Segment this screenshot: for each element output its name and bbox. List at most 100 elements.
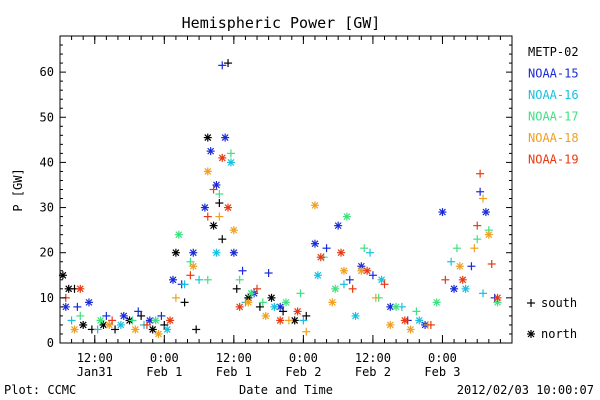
data-point-north: [450, 284, 459, 293]
data-point-south: [380, 280, 389, 289]
data-point-north: [64, 284, 73, 293]
data-point-north: [105, 320, 114, 329]
data-point-south: [345, 275, 354, 284]
legend-entry: NOAA-16: [528, 88, 579, 102]
legend-entry: NOAA-17: [528, 110, 579, 124]
data-point-north: [203, 167, 212, 176]
data-point-south: [137, 311, 146, 320]
y-tick-label: 10: [40, 291, 54, 305]
x-tick-label-date: Feb 2: [285, 365, 321, 379]
data-point-north: [226, 158, 235, 167]
data-point-south: [203, 212, 212, 221]
data-point-north: [270, 302, 279, 311]
data-point-south: [360, 244, 369, 253]
data-point-north: [154, 329, 163, 338]
data-point-north: [276, 302, 285, 311]
data-point-north: [455, 262, 464, 271]
data-point-north: [337, 248, 346, 257]
data-point-north: [484, 230, 493, 239]
data-point-north: [438, 208, 447, 217]
data-point-south: [215, 212, 224, 221]
data-point-north: [328, 298, 337, 307]
data-point-north: [339, 266, 348, 275]
data-point-north: [276, 316, 285, 325]
x-tick-label-date: Jan31: [77, 365, 113, 379]
data-point-north: [458, 275, 467, 284]
data-point-south: [111, 325, 120, 334]
data-point-south: [371, 293, 380, 302]
data-point-north: [171, 248, 180, 257]
marker-legend-label: south: [541, 296, 577, 310]
data-point-north: [392, 302, 401, 311]
data-point-north: [58, 271, 67, 280]
data-point-south: [473, 221, 482, 230]
data-point-north: [342, 212, 351, 221]
legend-entry: NOAA-18: [528, 131, 579, 145]
y-tick-label: 0: [47, 336, 54, 350]
data-point-north: [316, 253, 325, 262]
data-point-south: [348, 284, 357, 293]
data-point-south: [238, 266, 247, 275]
data-point-south: [255, 302, 264, 311]
x-tick-label-date: Feb 1: [146, 365, 182, 379]
plot-frame: [59, 35, 513, 344]
data-point-south: [180, 298, 189, 307]
chart-title: Hemispheric Power [GW]: [182, 14, 381, 32]
x-tick-label-date: Feb 3: [424, 365, 460, 379]
data-point-south: [284, 316, 293, 325]
data-point-north: [189, 262, 198, 271]
x-axis-label: Date and Time: [239, 383, 333, 397]
data-point-north: [84, 298, 93, 307]
data-point-north: [76, 284, 85, 293]
data-point-north: [174, 230, 183, 239]
y-axis-label: P [GW]: [11, 168, 25, 211]
data-point-south: [296, 289, 305, 298]
data-point-north: [212, 248, 221, 257]
y-tick-label: 20: [40, 246, 54, 260]
data-point-south: [264, 269, 273, 278]
data-point-south: [467, 262, 476, 271]
data-point-south: [368, 271, 377, 280]
y-tick-label: 40: [40, 155, 54, 169]
data-point-north: [481, 208, 490, 217]
data-point-north: [432, 298, 441, 307]
data-point-south: [226, 149, 235, 158]
data-point-south: [218, 61, 227, 70]
data-point-north: [282, 298, 290, 307]
data-point-south: [479, 194, 488, 203]
plot-credit: Plot: CCMC: [4, 383, 76, 397]
data-point-north: [119, 311, 128, 320]
data-point-north: [96, 316, 105, 325]
data-point-south: [128, 316, 137, 325]
data-point-north: [209, 221, 218, 230]
data-point-south: [366, 248, 375, 257]
data-point-south: [160, 320, 169, 329]
data-point-south: [426, 320, 435, 329]
data-point-south: [279, 307, 288, 316]
data-point-north: [221, 133, 230, 142]
data-point-south: [76, 311, 85, 320]
data-point-north: [461, 284, 470, 293]
plot-timestamp: 2012/02/03 10:00:07: [457, 383, 594, 397]
data-point-south: [67, 316, 76, 325]
data-point-south: [479, 289, 488, 298]
data-point-north: [310, 239, 319, 248]
data-point-south: [322, 244, 331, 253]
data-point-north: [206, 147, 215, 156]
data-point-north: [363, 266, 372, 275]
data-point-south: [339, 280, 348, 289]
data-point-south: [476, 187, 485, 196]
data-point-south: [258, 298, 267, 307]
x-tick-label-time: 0:00: [150, 351, 179, 365]
data-point-south: [218, 235, 227, 244]
data-point-south: [203, 275, 212, 284]
data-point-north: [166, 316, 175, 325]
data-point-south: [476, 169, 485, 178]
data-point-north: [203, 133, 212, 142]
data-point-south: [134, 307, 143, 316]
data-point-south: [180, 280, 189, 289]
data-point-south: [93, 325, 102, 334]
data-point-north: [357, 266, 366, 275]
data-marks: [58, 59, 502, 338]
plot-area: [58, 35, 513, 344]
